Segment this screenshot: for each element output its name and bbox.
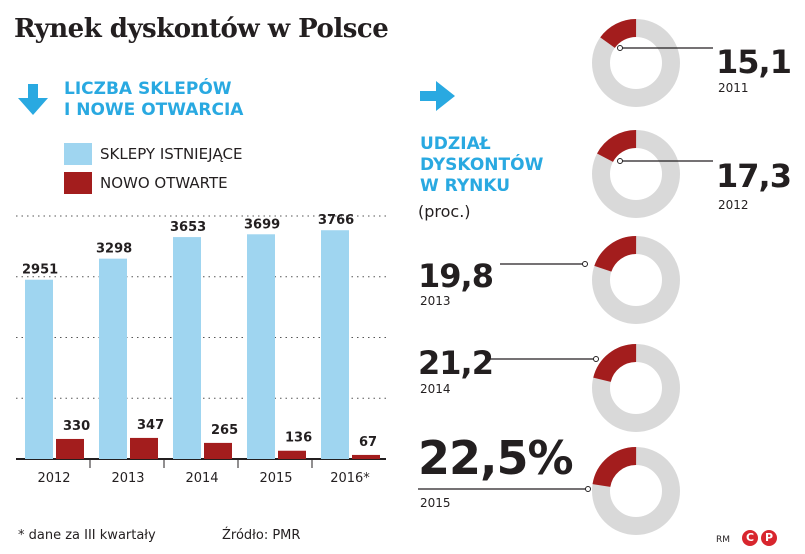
bar-new	[130, 437, 158, 459]
bar-new	[352, 454, 380, 459]
right-header-line1: UDZIAŁ	[420, 134, 491, 154]
source-note: Źródło: PMR	[222, 528, 301, 543]
right-header-line3: W RYNKU	[420, 176, 511, 196]
bar-existing	[247, 234, 275, 459]
donut-share-slice	[592, 19, 680, 107]
left-header-line2: I NOWE OTWARCIA	[64, 100, 244, 120]
legend-swatch-existing	[64, 143, 92, 165]
left-header-line1: LICZBA SKLEPÓW	[64, 79, 232, 99]
arrow-right-icon	[420, 81, 455, 111]
leader-dot	[585, 486, 591, 492]
bar-label-new: 347	[137, 418, 164, 433]
bar-label-existing: 3653	[170, 220, 206, 235]
x-tick-label: 2014	[185, 471, 218, 486]
leader-dot	[582, 261, 588, 267]
leader-dot	[617, 158, 623, 164]
bar-label-new: 330	[63, 419, 90, 434]
footnote: * dane za III kwartały	[18, 528, 156, 543]
leader-dot	[593, 356, 599, 362]
bar-new	[204, 442, 232, 459]
donut-share-slice	[592, 130, 680, 218]
x-tick-label: 2016*	[330, 471, 370, 486]
arrow-down-icon	[18, 84, 48, 115]
bar-label-existing: 2951	[22, 263, 58, 278]
bar-label-new: 136	[285, 431, 312, 446]
bar-existing	[99, 258, 127, 459]
publisher-logo-p: P	[761, 530, 777, 546]
donut-share-slice	[592, 447, 680, 535]
bar-existing	[321, 230, 349, 459]
bar-existing	[25, 279, 53, 459]
share-value-label: 22,5%	[418, 431, 573, 485]
legend-swatch-new	[64, 172, 92, 194]
bar-new	[278, 450, 306, 459]
bar-new	[56, 438, 84, 459]
share-year-label: 2013	[420, 294, 451, 308]
legend-label-new: NOWO OTWARTE	[100, 174, 228, 192]
x-tick-label: 2013	[111, 471, 144, 486]
leader-dot	[617, 45, 623, 51]
publisher-logo-c: C	[742, 530, 758, 546]
share-value-label: 19,8	[418, 257, 493, 295]
bar-chart: 2951 330 2012 3298 347 2013 3653 265 2014 3699 136…	[16, 213, 386, 486]
donut-share-slice	[592, 236, 680, 324]
share-year-label: 2011	[718, 81, 749, 95]
share-value-label: 21,2	[418, 344, 493, 382]
share-value-label: 17,3	[716, 157, 791, 195]
chart-title: Rynek dyskontów w Polsce	[14, 14, 389, 44]
share-year-label: 2012	[718, 198, 749, 212]
bar-label-new: 265	[211, 423, 238, 438]
bar-label-existing: 3766	[318, 213, 354, 228]
share-value-label: 15,1	[716, 43, 791, 81]
share-year-label: 2014	[420, 382, 451, 396]
share-year-label: 2015	[420, 496, 451, 510]
x-tick-label: 2012	[37, 471, 70, 486]
bar-label-existing: 3699	[244, 217, 280, 232]
x-tick-label: 2015	[259, 471, 292, 486]
bar-existing	[173, 237, 201, 459]
bar-label-existing: 3298	[96, 242, 132, 257]
bar-label-new: 67	[359, 435, 377, 450]
donut-share-slice	[592, 344, 680, 432]
share-unit-label: (proc.)	[418, 202, 471, 221]
legend-label-existing: SKLEPY ISTNIEJĄCE	[100, 145, 243, 163]
author-credit: RM	[716, 535, 731, 545]
right-header-line2: DYSKONTÓW	[420, 155, 544, 175]
